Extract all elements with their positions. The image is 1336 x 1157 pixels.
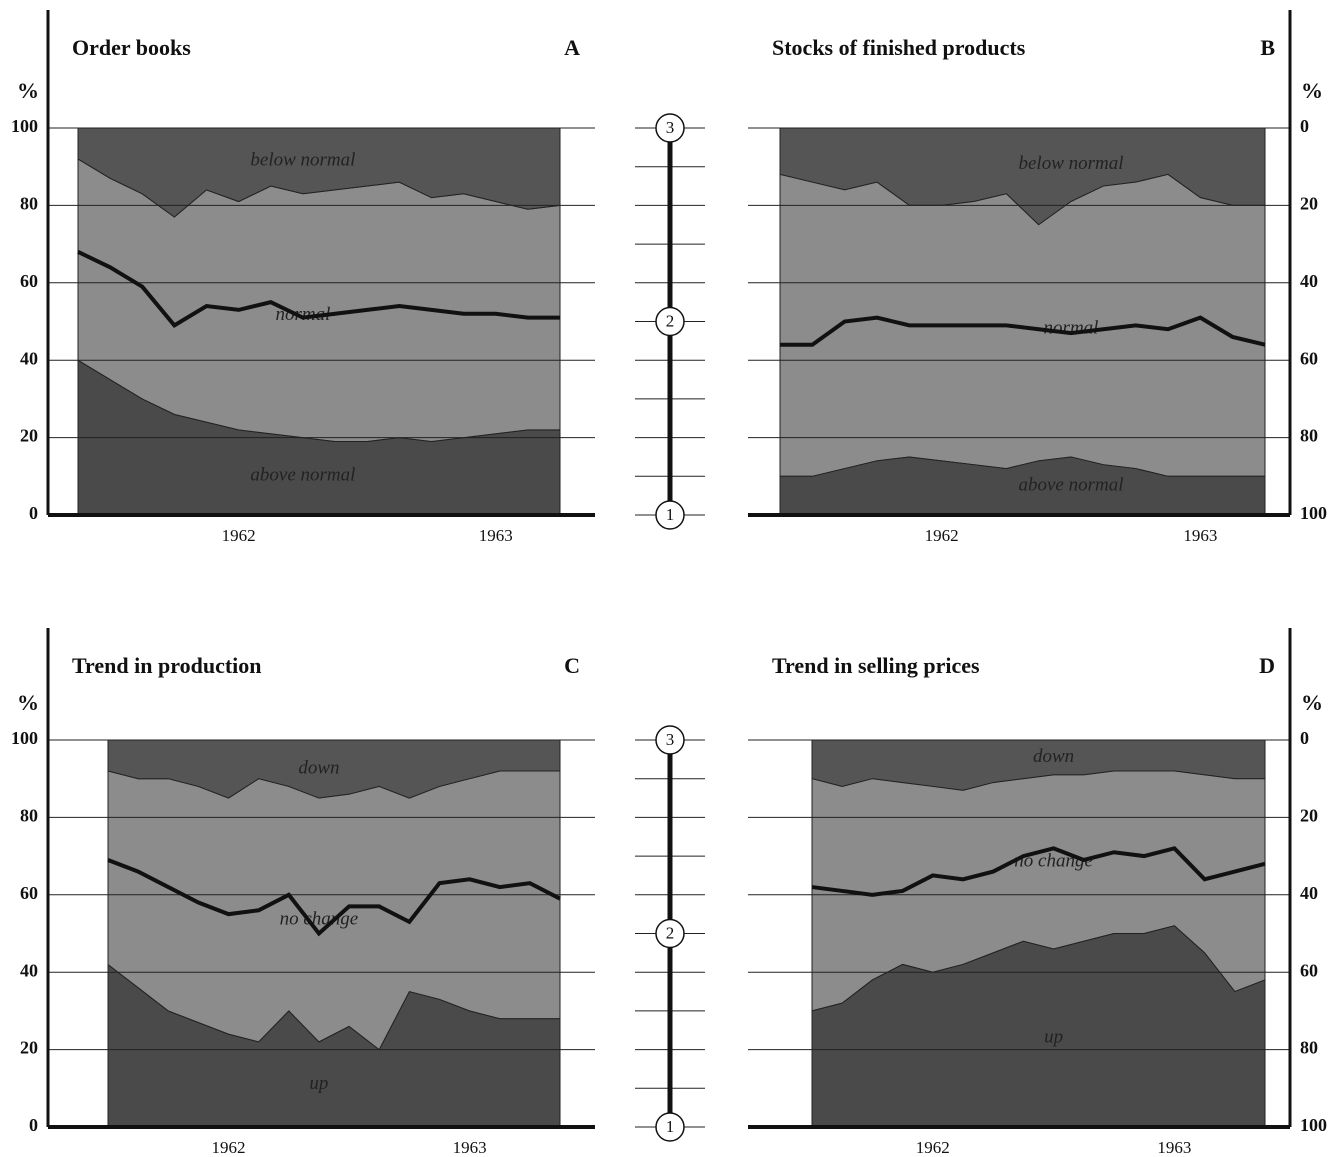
y-axis-label: % bbox=[17, 690, 39, 715]
x-tick-label: 1963 bbox=[479, 526, 513, 545]
y-axis-label: % bbox=[1301, 690, 1323, 715]
y-tick-label: 40 bbox=[1300, 271, 1318, 291]
band-label: no change bbox=[280, 908, 359, 929]
band-label: above normal bbox=[1018, 474, 1123, 495]
y-tick-label: 80 bbox=[20, 194, 38, 214]
area-band bbox=[77, 158, 561, 442]
panel-title: Trend in production bbox=[72, 653, 262, 678]
scale-tick-label: 1 bbox=[666, 505, 675, 524]
y-tick-label: 20 bbox=[20, 1038, 38, 1058]
balance-line bbox=[811, 846, 1266, 897]
scale-tick bbox=[655, 306, 685, 337]
y-tick-label: 20 bbox=[1300, 806, 1318, 826]
panel-letter: B bbox=[1260, 35, 1275, 60]
y-tick-label: 60 bbox=[20, 271, 38, 291]
y-tick-label: 100 bbox=[11, 728, 38, 748]
y-tick-label: 100 bbox=[1300, 503, 1327, 523]
scale-tick-label: 2 bbox=[666, 923, 675, 942]
y-tick-label: 20 bbox=[20, 426, 38, 446]
panel-letter: D bbox=[1259, 653, 1275, 678]
y-tick-label: 0 bbox=[1300, 116, 1309, 136]
scale-tick-label: 3 bbox=[666, 730, 675, 749]
band-label: above normal bbox=[250, 465, 355, 486]
y-tick-label: 0 bbox=[29, 1115, 38, 1135]
balance-line bbox=[77, 250, 560, 328]
y-tick-label: 40 bbox=[20, 348, 38, 368]
y-tick-label: 80 bbox=[1300, 1038, 1318, 1058]
balance-line bbox=[780, 315, 1266, 347]
x-tick-label: 1963 bbox=[1157, 1138, 1191, 1157]
band-label: below normal bbox=[250, 149, 355, 170]
title-box bbox=[50, 628, 593, 738]
y-tick-label: 80 bbox=[20, 806, 38, 826]
band-label: below normal bbox=[1018, 153, 1123, 174]
y-tick-label: 80 bbox=[1300, 426, 1318, 446]
y-tick-label: 0 bbox=[1300, 728, 1309, 748]
band-label: down bbox=[298, 757, 339, 778]
x-tick-label: 1962 bbox=[916, 1138, 950, 1157]
title-box bbox=[750, 10, 1288, 126]
band-label: normal bbox=[1044, 318, 1099, 339]
band-label: down bbox=[1033, 746, 1074, 767]
y-tick-label: 20 bbox=[1300, 194, 1318, 214]
y-tick-label: 40 bbox=[1300, 883, 1318, 903]
y-tick-label: 60 bbox=[20, 883, 38, 903]
x-tick-label: 1962 bbox=[222, 526, 256, 545]
y-tick-label: 100 bbox=[1300, 1115, 1327, 1135]
scale-tick-label: 2 bbox=[666, 311, 675, 330]
scale-tick-label: 1 bbox=[666, 1117, 675, 1136]
panel-letter: C bbox=[564, 653, 580, 678]
band-label: up bbox=[309, 1073, 328, 1094]
title-box bbox=[50, 10, 593, 126]
x-tick-label: 1962 bbox=[212, 1138, 246, 1157]
y-tick-label: 0 bbox=[29, 503, 38, 523]
y-tick-label: 100 bbox=[11, 116, 38, 136]
scale-tick bbox=[655, 113, 685, 143]
x-tick-label: 1963 bbox=[453, 1138, 487, 1157]
y-axis-label: % bbox=[17, 78, 39, 103]
band-label: up bbox=[1044, 1026, 1063, 1047]
scale-tick bbox=[655, 918, 685, 949]
x-tick-label: 1962 bbox=[925, 526, 959, 545]
scale-tick-label: 3 bbox=[666, 118, 675, 137]
y-tick-label: 60 bbox=[1300, 960, 1318, 980]
panel-title: Stocks of finished products bbox=[772, 35, 1026, 60]
scale-tick bbox=[655, 1112, 685, 1142]
y-axis-label: % bbox=[1301, 78, 1323, 103]
scale-tick bbox=[655, 500, 685, 530]
balance-line bbox=[107, 858, 561, 937]
y-tick-label: 60 bbox=[1300, 348, 1318, 368]
panel-title: Trend in selling prices bbox=[772, 653, 980, 678]
y-tick-label: 40 bbox=[20, 960, 38, 980]
panel-title: Order books bbox=[72, 35, 191, 60]
panel-letter: A bbox=[564, 35, 580, 60]
scale-tick bbox=[655, 725, 685, 755]
x-tick-label: 1963 bbox=[1183, 526, 1217, 545]
title-box bbox=[750, 628, 1288, 738]
